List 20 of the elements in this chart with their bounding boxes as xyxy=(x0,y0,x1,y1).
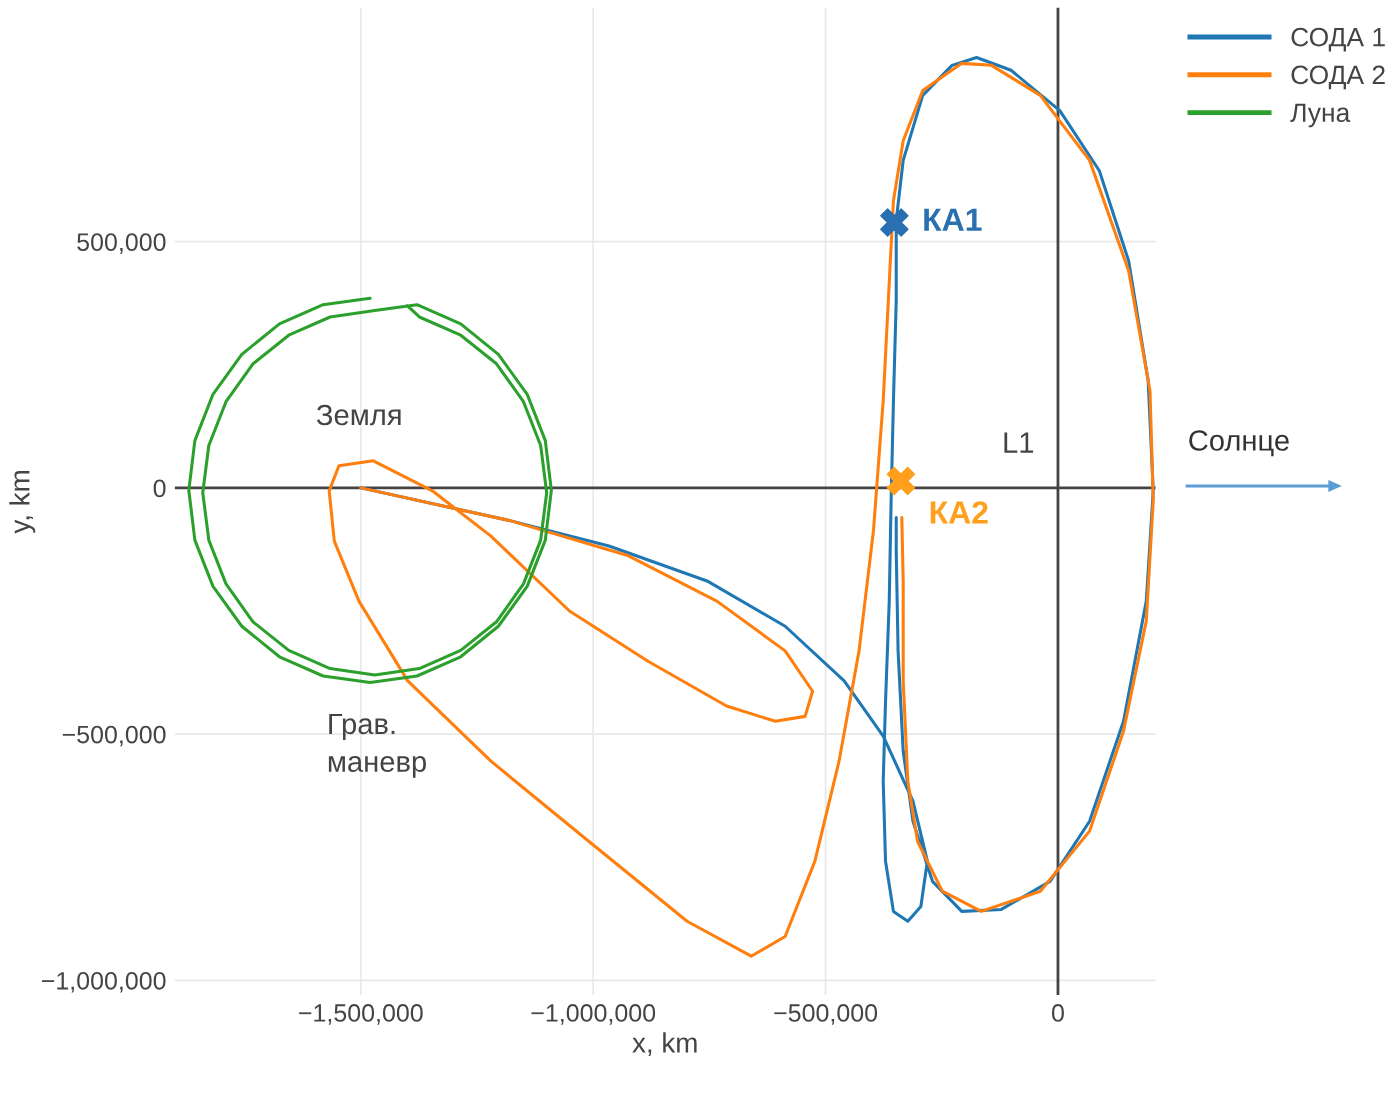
text: Солнце xyxy=(1189,430,1289,457)
legend-label: СОДА 2 xyxy=(1291,65,1385,90)
series-label: КА2 xyxy=(930,501,988,524)
legend-label: СОДА 1 xyxy=(1291,27,1385,52)
line-series xyxy=(187,296,553,684)
series-label: КА1 xyxy=(924,208,982,231)
y-tick-label: 500,000 xyxy=(77,233,166,254)
annotation: Земля xyxy=(316,404,401,426)
x-tick-label: −1,000,000 xyxy=(531,1004,656,1025)
legend-label: Луна xyxy=(1290,103,1351,128)
x-axis-title: x, km xyxy=(632,1032,697,1056)
y-tick-label: 0 xyxy=(153,479,166,498)
x-tick-label: 0 xyxy=(1051,1004,1064,1022)
y-tick-label: −1,000,000 xyxy=(41,971,166,993)
annotation: L1 xyxy=(1004,432,1034,453)
y-tick-label: −500,000 xyxy=(62,725,166,747)
x-tick-label: −1,500,000 xyxy=(299,1004,423,1025)
x-tick-label: −500,000 xyxy=(774,1004,878,1025)
y-axis-title: y, km xyxy=(9,471,36,534)
annotation: Грав. маневр xyxy=(328,713,426,778)
